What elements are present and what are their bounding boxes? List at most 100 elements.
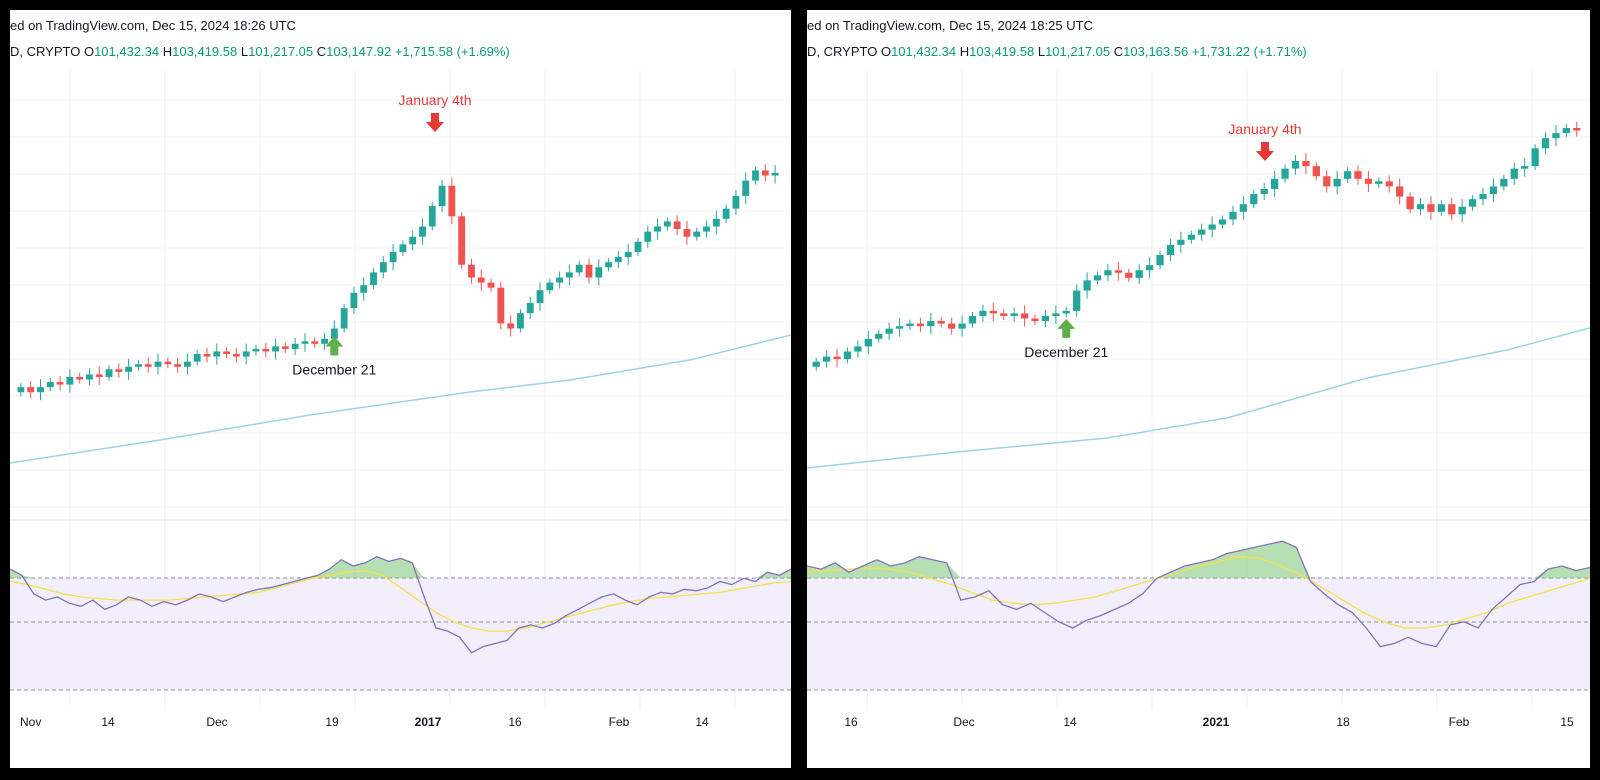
candle	[1521, 166, 1529, 169]
candle	[183, 361, 191, 367]
candle	[1166, 244, 1175, 255]
candle	[1020, 313, 1029, 319]
candle	[213, 351, 221, 357]
candle	[1156, 255, 1164, 266]
low-value: 101,217.05	[1045, 44, 1114, 59]
x-tick-label: 14	[101, 715, 115, 729]
low-label: L	[1038, 44, 1045, 59]
candle	[752, 170, 759, 181]
candle	[1198, 229, 1206, 235]
candle	[536, 290, 544, 303]
symbol-label: D, CRYPTO	[10, 44, 84, 59]
x-tick-label: 19	[325, 715, 339, 729]
candle	[242, 351, 250, 357]
candle	[1093, 275, 1102, 281]
candle	[526, 303, 534, 314]
candle	[311, 341, 319, 344]
candle	[732, 195, 740, 209]
close-value: 103,147.92	[326, 44, 395, 59]
candle	[487, 282, 495, 288]
candle	[1406, 196, 1414, 210]
candle	[1187, 234, 1195, 240]
candle	[742, 180, 750, 196]
x-tick-label: 14	[695, 715, 709, 729]
candle	[389, 252, 397, 263]
candle	[1343, 171, 1352, 179]
change-value: +1,731.22 (+1.71%)	[1192, 44, 1307, 59]
candle	[703, 226, 710, 232]
candle	[565, 272, 573, 278]
rsi-overbought-fill	[807, 541, 1590, 578]
candle	[663, 221, 671, 227]
candle	[203, 354, 211, 357]
candle	[262, 348, 270, 352]
candle	[968, 315, 977, 324]
candle	[1562, 128, 1571, 134]
high-value: 103,419.58	[969, 44, 1038, 59]
candle	[164, 361, 172, 365]
candle	[1125, 272, 1133, 278]
annotation-top-label: January 4th	[1228, 121, 1301, 137]
price-chart-left[interactable]: ed on TradingView.com, Dec 15, 2024 18:2…	[10, 10, 791, 768]
candle	[360, 285, 368, 293]
candle	[340, 308, 348, 329]
candle	[95, 374, 103, 377]
candle	[1531, 148, 1539, 167]
candle	[1552, 133, 1560, 139]
candle	[125, 366, 133, 372]
x-axis: 16 Dec 14 2021 18 Feb 15	[844, 715, 1574, 729]
candle	[822, 356, 831, 362]
candle	[468, 264, 475, 278]
rsi-pane	[10, 555, 791, 691]
source-caption: ed on TradingView.com, Dec 15, 2024 18:2…	[807, 18, 1093, 33]
candle	[252, 348, 260, 352]
candle	[1354, 171, 1362, 179]
candle	[1073, 290, 1081, 311]
candle	[76, 376, 84, 380]
candle	[1052, 313, 1060, 316]
candle	[507, 323, 515, 329]
candle	[1218, 219, 1227, 225]
down-arrow-icon	[426, 113, 444, 132]
candle	[1145, 265, 1154, 271]
candle	[989, 310, 997, 314]
candle	[321, 338, 328, 344]
candle	[232, 354, 240, 357]
open-value: 101,432.34	[94, 44, 163, 59]
symbol-label: D, CRYPTO	[807, 44, 881, 59]
up-arrow-icon	[325, 336, 344, 356]
candle	[654, 226, 661, 232]
candle	[1062, 310, 1070, 314]
candle	[350, 292, 358, 309]
candle	[1323, 176, 1331, 187]
candle	[174, 364, 182, 367]
low-value: 101,217.05	[248, 44, 317, 59]
candle	[144, 364, 152, 367]
down-arrow-icon	[1256, 142, 1274, 161]
close-label: C	[317, 44, 326, 59]
price-chart-right[interactable]: ed on TradingView.com, Dec 15, 2024 18:2…	[807, 10, 1590, 768]
ohlc-header: D, CRYPTO O101,432.34 H103,419.58 L101,2…	[10, 44, 510, 59]
candle	[1000, 313, 1008, 316]
candle	[1333, 178, 1341, 187]
candle	[27, 387, 35, 393]
x-tick-label: Dec	[206, 715, 227, 729]
candle	[291, 343, 299, 349]
candle	[722, 208, 730, 219]
candle	[585, 264, 593, 278]
chart-panel-left: ed on TradingView.com, Dec 15, 2024 18:2…	[10, 10, 791, 768]
open-label: O	[84, 44, 94, 59]
rsi-line	[807, 540, 1590, 648]
candle	[812, 361, 820, 367]
candle	[1468, 199, 1477, 207]
rsi-line	[10, 555, 791, 654]
rsi-band	[807, 578, 1590, 690]
x-tick-label: 16	[508, 715, 522, 729]
candle	[693, 231, 701, 237]
moving-average-line	[807, 327, 1590, 469]
x-tick-label: 2021	[1203, 715, 1230, 729]
candle	[605, 262, 613, 268]
candle	[556, 277, 564, 283]
annotation-bottom-label: December 21	[292, 362, 376, 378]
open-label: O	[881, 44, 891, 59]
